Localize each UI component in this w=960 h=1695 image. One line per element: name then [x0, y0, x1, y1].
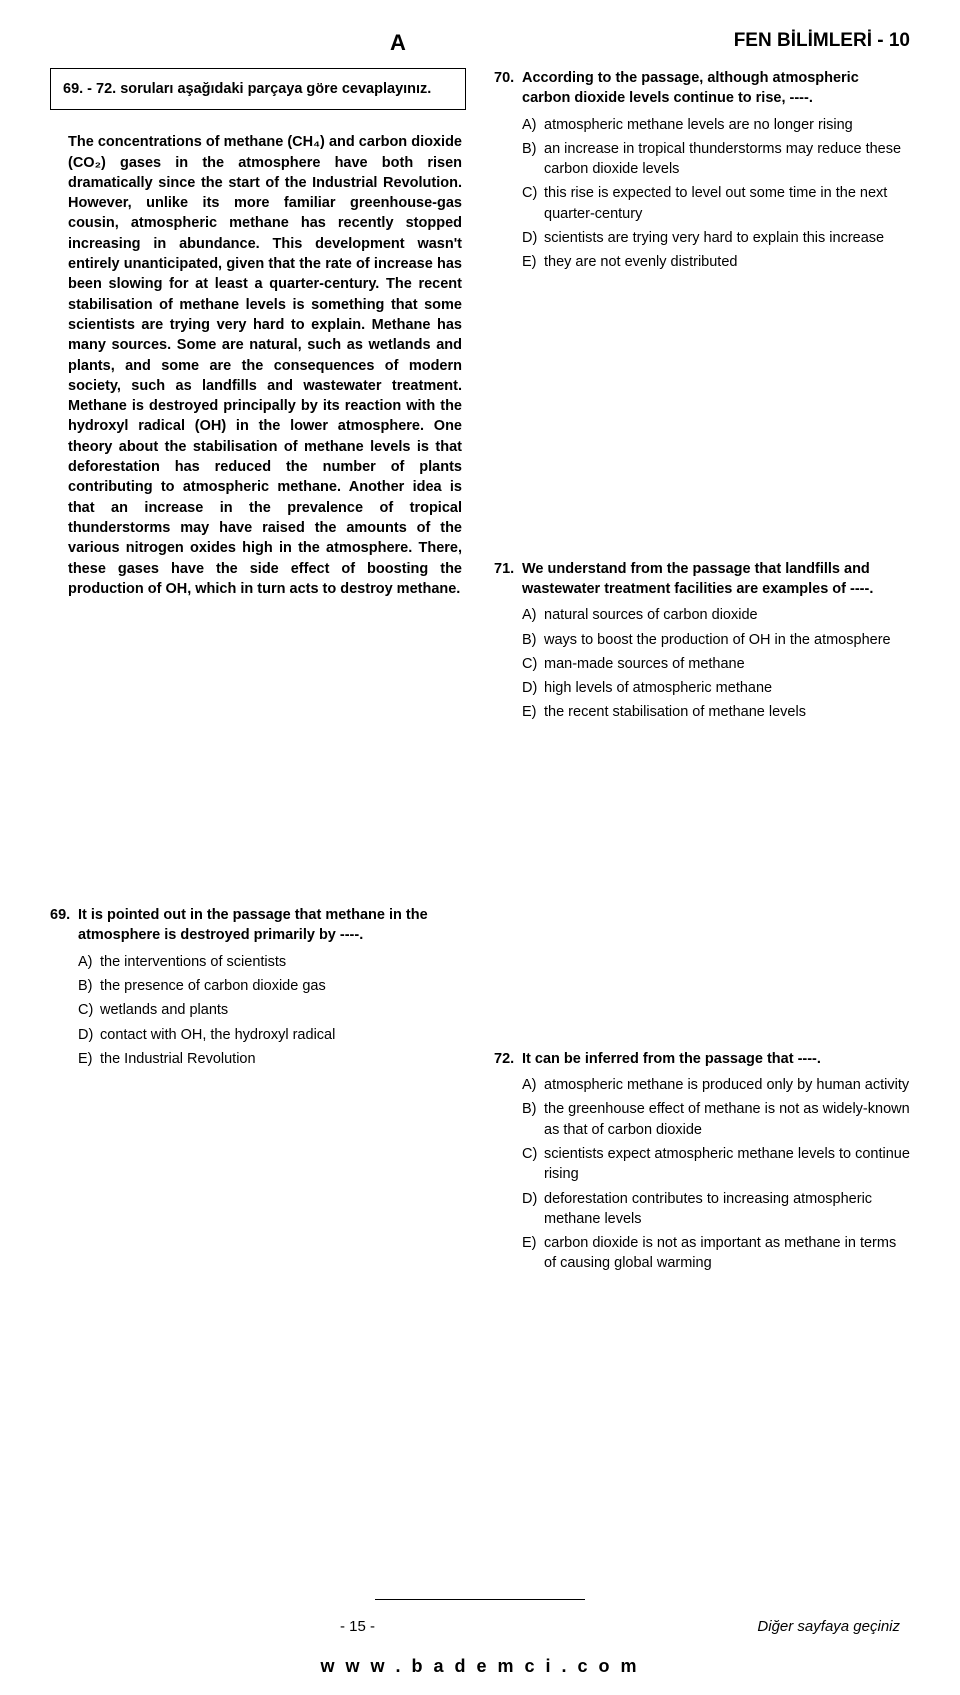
q69-opt-c: wetlands and plants	[100, 1000, 466, 1020]
q70-stem: According to the passage, although atmos…	[522, 68, 910, 109]
q70-opt-c: this rise is expected to level out some …	[544, 183, 910, 224]
option-label: D)	[522, 678, 544, 698]
q69-opt-e: the Industrial Revolution	[100, 1049, 466, 1069]
q69-number: 69.	[50, 905, 78, 946]
q71-opt-a: natural sources of carbon dioxide	[544, 605, 910, 625]
q71-number: 71.	[494, 559, 522, 600]
option-label: C)	[78, 1000, 100, 1020]
q72-opt-b: the greenhouse effect of methane is not …	[544, 1099, 910, 1140]
option-label: D)	[78, 1025, 100, 1045]
q71-opt-c: man-made sources of methane	[544, 654, 910, 674]
right-column: 70. According to the passage, although a…	[494, 68, 910, 1300]
q71-opt-b: ways to boost the production of OH in th…	[544, 630, 910, 650]
exam-booklet-letter: A	[390, 30, 406, 56]
spacer	[494, 299, 910, 559]
option-label: A)	[522, 605, 544, 625]
q69-opt-b: the presence of carbon dioxide gas	[100, 976, 466, 996]
q72-options: A)atmospheric methane is produced only b…	[494, 1075, 910, 1274]
content-columns: 69. - 72. soruları aşağıdaki parçaya gör…	[50, 68, 910, 1300]
question-70: 70. According to the passage, although a…	[494, 68, 910, 273]
option-label: B)	[522, 630, 544, 650]
next-page-note: Diğer sayfaya geçiniz	[757, 1618, 900, 1635]
q69-options: A)the interventions of scientists B)the …	[50, 952, 466, 1069]
option-label: D)	[522, 1189, 544, 1230]
website-url: w w w . b a d e m c i . c o m	[0, 1656, 960, 1677]
q71-stem: We understand from the passage that land…	[522, 559, 910, 600]
question-71: 71. We understand from the passage that …	[494, 559, 910, 723]
left-column: 69. - 72. soruları aşağıdaki parçaya gör…	[50, 68, 466, 1300]
page-footer: - 15 - Diğer sayfaya geçiniz	[0, 1618, 960, 1635]
option-label: B)	[522, 139, 544, 180]
reading-passage: The concentrations of methane (CH₄) and …	[50, 132, 466, 599]
page-number: - 15 -	[340, 1618, 375, 1635]
option-label: C)	[522, 1144, 544, 1185]
q71-options: A)natural sources of carbon dioxide B)wa…	[494, 605, 910, 722]
page-header: A FEN BİLİMLERİ - 10	[50, 30, 910, 56]
option-label: E)	[522, 1233, 544, 1274]
q70-opt-b: an increase in tropical thunderstorms ma…	[544, 139, 910, 180]
option-label: B)	[522, 1099, 544, 1140]
option-label: D)	[522, 228, 544, 248]
question-69: 69. It is pointed out in the passage tha…	[50, 905, 466, 1069]
option-label: C)	[522, 654, 544, 674]
q69-opt-a: the interventions of scientists	[100, 952, 466, 972]
q72-opt-a: atmospheric methane is produced only by …	[544, 1075, 910, 1095]
q70-opt-a: atmospheric methane levels are no longer…	[544, 115, 910, 135]
option-label: A)	[522, 115, 544, 135]
q72-opt-e: carbon dioxide is not as important as me…	[544, 1233, 910, 1274]
spacer	[50, 625, 466, 905]
q72-number: 72.	[494, 1049, 522, 1069]
option-label: B)	[78, 976, 100, 996]
instruction-box: 69. - 72. soruları aşağıdaki parçaya gör…	[50, 68, 466, 110]
q71-opt-e: the recent stabilisation of methane leve…	[544, 702, 910, 722]
option-label: C)	[522, 183, 544, 224]
question-72: 72. It can be inferred from the passage …	[494, 1049, 910, 1274]
q71-opt-d: high levels of atmospheric methane	[544, 678, 910, 698]
option-label: E)	[522, 702, 544, 722]
option-label: E)	[522, 252, 544, 272]
q69-opt-d: contact with OH, the hydroxyl radical	[100, 1025, 466, 1045]
q72-stem: It can be inferred from the passage that…	[522, 1049, 910, 1069]
option-label: A)	[522, 1075, 544, 1095]
q69-stem: It is pointed out in the passage that me…	[78, 905, 466, 946]
option-label: A)	[78, 952, 100, 972]
q70-opt-d: scientists are trying very hard to expla…	[544, 228, 910, 248]
q70-opt-e: they are not evenly distributed	[544, 252, 910, 272]
q72-opt-d: deforestation contributes to increasing …	[544, 1189, 910, 1230]
option-label: E)	[78, 1049, 100, 1069]
footer-divider	[375, 1599, 585, 1600]
q70-options: A)atmospheric methane levels are no long…	[494, 115, 910, 273]
subject-title: FEN BİLİMLERİ - 10	[734, 30, 910, 52]
q70-number: 70.	[494, 68, 522, 109]
q72-opt-c: scientists expect atmospheric methane le…	[544, 1144, 910, 1185]
spacer	[494, 749, 910, 1049]
